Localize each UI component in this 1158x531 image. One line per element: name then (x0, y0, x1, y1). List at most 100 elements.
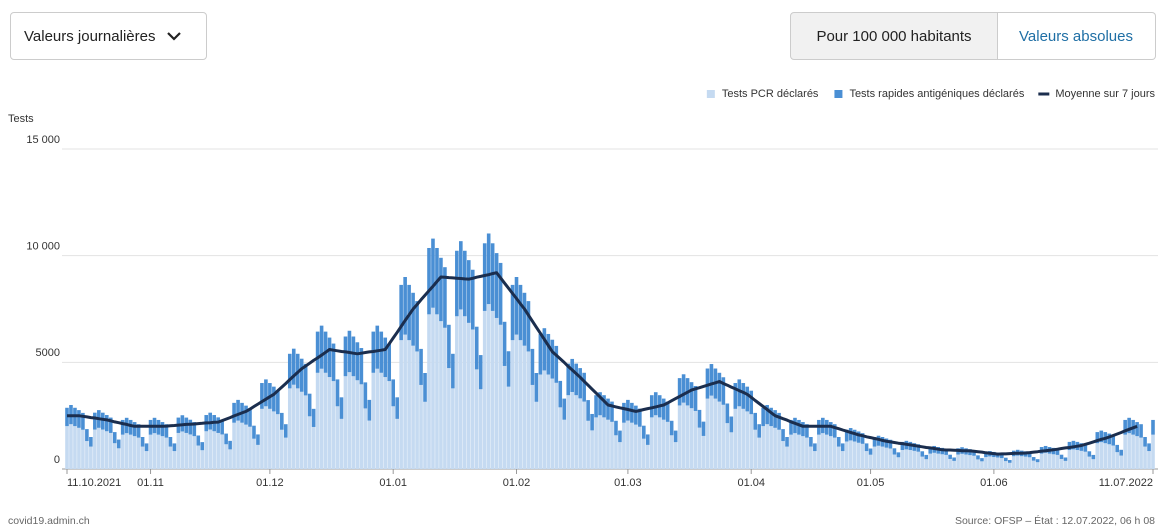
bar-segment (73, 426, 77, 469)
bar-segment (554, 382, 559, 469)
bar-segment (522, 292, 527, 346)
bar-segment (1051, 454, 1056, 469)
bar-segment (399, 284, 403, 341)
bar-segment (439, 257, 443, 322)
bar-segment (248, 426, 252, 469)
bar-segment (93, 412, 97, 430)
bar-segment (789, 434, 793, 469)
bar-segment (856, 442, 861, 469)
bar-segment (1079, 450, 1084, 469)
bar-segment (256, 434, 260, 445)
bar-segment (411, 345, 415, 469)
bar-segment (697, 409, 702, 428)
bar-segment (152, 433, 157, 469)
bar-segment (546, 374, 551, 469)
bar-segment (888, 448, 893, 469)
bar-segment (1099, 442, 1104, 469)
bar-segment (860, 433, 865, 444)
bar-segment (737, 379, 742, 407)
bar-segment (1127, 417, 1131, 434)
bar-segment (439, 321, 443, 469)
bar-segment (423, 373, 427, 402)
bar-segment (578, 368, 582, 399)
bar-segment (765, 424, 769, 469)
footer-right: Source: OFSP – État : 12.07.2022, 06 h 0… (955, 514, 1155, 527)
bar-segment (474, 326, 479, 370)
bar-segment (1004, 461, 1008, 469)
bar-segment (1011, 456, 1016, 469)
bar-segment (725, 423, 730, 469)
bar-segment (240, 422, 244, 469)
bar-segment (586, 400, 590, 421)
legend-swatch (706, 90, 715, 98)
bar-segment (546, 333, 551, 375)
bar-segment (387, 343, 392, 382)
bar-segment (272, 411, 276, 469)
bar-segment (1027, 457, 1032, 469)
bar-segment (1135, 422, 1139, 437)
toggle-per-capita[interactable]: Pour 100 000 habitants (790, 12, 998, 60)
bar-segment (192, 422, 197, 437)
bar-segment (1019, 456, 1024, 469)
bar-segment (1115, 452, 1119, 469)
x-tick-label: 01.04 (737, 477, 765, 489)
bar-segment (1147, 451, 1151, 469)
bar-segment (801, 436, 805, 469)
bar-segment (681, 402, 686, 469)
bar-segment (299, 391, 304, 469)
bar-segment (797, 419, 801, 435)
bar-segment (474, 369, 479, 469)
bar-segment (912, 450, 917, 469)
bar-segment (709, 395, 714, 469)
bar-segment (558, 380, 563, 408)
bar-segment (1055, 448, 1060, 455)
bar-segment (347, 372, 352, 469)
footer-left: covid19.admin.ch (8, 515, 90, 527)
bar-segment (828, 436, 833, 469)
x-tick-label: 01.03 (614, 477, 642, 489)
bar-segment (578, 398, 582, 469)
bar-segment (832, 437, 837, 469)
bar-segment (395, 418, 399, 469)
bar-segment (793, 417, 797, 434)
bar-segment (387, 381, 392, 469)
bar-segment (104, 431, 109, 469)
bar-segment (323, 372, 328, 469)
period-dropdown[interactable]: Valeurs journalières (10, 12, 207, 60)
bar-segment (1047, 453, 1052, 469)
bar-segment (204, 431, 209, 469)
bar-segment (721, 377, 726, 405)
bar-segment (805, 437, 809, 469)
bar-segment (224, 444, 228, 469)
bar-segment (339, 397, 344, 419)
bar-segment (192, 436, 197, 469)
bar-segment (638, 408, 642, 427)
bar-segment (355, 380, 360, 469)
y-tick-label: 5000 (36, 347, 60, 359)
bar-segment (224, 433, 228, 445)
bar-segment (1091, 459, 1096, 469)
bar-segment (972, 455, 976, 469)
bar-segment (896, 457, 901, 469)
bar-segment (980, 458, 984, 462)
bar-segment (582, 401, 586, 469)
bar-segment (1127, 433, 1131, 469)
bar-segment (510, 340, 515, 469)
bar-segment (291, 348, 296, 385)
bar-segment (1111, 435, 1116, 446)
bar-segment (729, 432, 734, 469)
toggle-absolute[interactable]: Valeurs absolues (997, 12, 1156, 60)
bar-segment (1135, 436, 1139, 469)
bar-segment (351, 376, 356, 469)
bar-segment (661, 419, 666, 469)
bar-segment (669, 420, 674, 436)
bar-segment (864, 451, 869, 469)
bar-segment (976, 459, 980, 469)
bar-segment (482, 243, 487, 311)
dropdown-label: Valeurs journalières (24, 27, 156, 45)
bar-segment (745, 386, 750, 412)
bar-segment (622, 422, 626, 469)
bar-segment (693, 410, 698, 469)
bar-segment (470, 329, 475, 469)
bar-segment (940, 454, 944, 469)
